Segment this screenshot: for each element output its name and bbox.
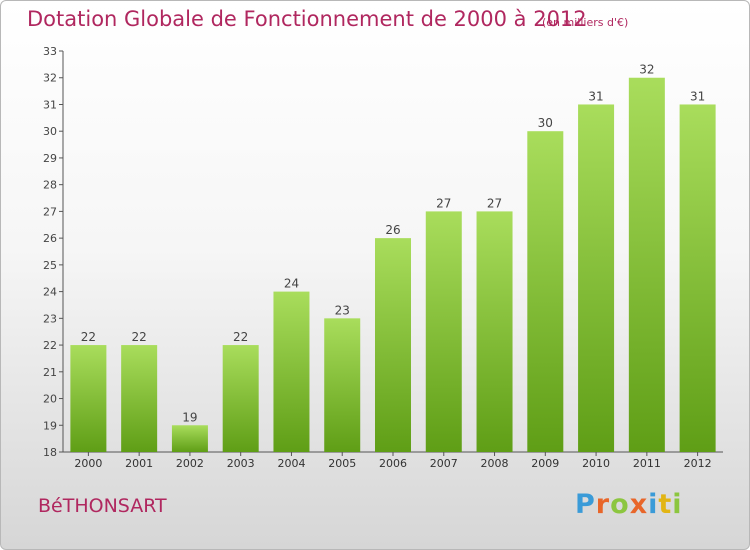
bar-value-label: 19 — [182, 410, 197, 424]
bar-value-label: 32 — [639, 63, 654, 77]
bar-value-label: 30 — [538, 116, 553, 130]
bar-value-label: 24 — [284, 277, 299, 291]
proxiti-logo: Proxiti — [575, 489, 683, 520]
y-tick-label: 21 — [43, 366, 57, 379]
logo-letter: o — [610, 489, 630, 520]
bar — [273, 291, 310, 452]
x-tick-label: 2009 — [531, 457, 559, 470]
x-tick-label: 2008 — [481, 457, 509, 470]
logo-letter: t — [658, 489, 673, 520]
y-tick-label: 29 — [43, 152, 57, 165]
bar-value-label: 22 — [132, 330, 147, 344]
bar-value-label: 31 — [690, 89, 705, 103]
x-tick-label: 2011 — [633, 457, 661, 470]
logo-letter: r — [595, 489, 611, 520]
bar-value-label: 31 — [588, 89, 603, 103]
bar — [425, 211, 462, 452]
x-tick-label: 2012 — [684, 457, 712, 470]
town-name: BéTHONSART — [38, 495, 167, 517]
bar-value-label: 27 — [487, 196, 502, 210]
bar — [375, 238, 411, 452]
x-tick-label: 2001 — [125, 457, 153, 470]
y-tick-label: 32 — [43, 72, 57, 85]
bar — [476, 211, 513, 452]
y-tick-label: 27 — [43, 205, 57, 218]
logo-letter: i — [672, 489, 683, 520]
bar — [171, 425, 208, 452]
x-tick-label: 2004 — [277, 457, 305, 470]
x-tick-label: 2006 — [379, 457, 407, 470]
x-tick-label: 2007 — [430, 457, 458, 470]
bar — [222, 345, 259, 452]
y-tick-label: 25 — [43, 259, 57, 272]
y-tick-label: 33 — [43, 45, 57, 58]
y-tick-label: 22 — [43, 339, 57, 352]
bar-value-label: 27 — [436, 196, 451, 210]
y-tick-label: 19 — [43, 419, 57, 432]
y-tick-label: 31 — [43, 98, 57, 111]
logo-letter: i — [648, 489, 659, 520]
x-tick-label: 2003 — [227, 457, 255, 470]
y-tick-label: 26 — [43, 232, 57, 245]
bar — [679, 104, 716, 452]
x-tick-label: 2002 — [176, 457, 204, 470]
y-tick-label: 18 — [43, 446, 57, 459]
bar — [628, 77, 665, 452]
bar — [121, 345, 158, 452]
chart-title: Dotation Globale de Fonctionnement de 20… — [27, 7, 587, 31]
bar-value-label: 26 — [385, 223, 400, 237]
bar — [578, 104, 615, 452]
y-tick-label: 28 — [43, 179, 57, 192]
bar-value-label: 22 — [233, 330, 248, 344]
y-tick-label: 20 — [43, 393, 57, 406]
y-tick-label: 23 — [43, 312, 57, 325]
y-tick-label: 30 — [43, 125, 57, 138]
x-tick-label: 2005 — [328, 457, 356, 470]
logo-letter: P — [575, 489, 596, 520]
chart-unit-note: (en milliers d'€) — [542, 16, 629, 29]
bar-value-label: 22 — [81, 330, 96, 344]
bar — [70, 345, 107, 452]
bar-value-label: 23 — [335, 303, 350, 317]
x-tick-label: 2010 — [582, 457, 610, 470]
bar — [527, 131, 564, 452]
y-tick-label: 24 — [43, 286, 57, 299]
logo-letter: x — [629, 489, 649, 520]
x-tick-label: 2000 — [74, 457, 102, 470]
bar — [324, 318, 361, 452]
